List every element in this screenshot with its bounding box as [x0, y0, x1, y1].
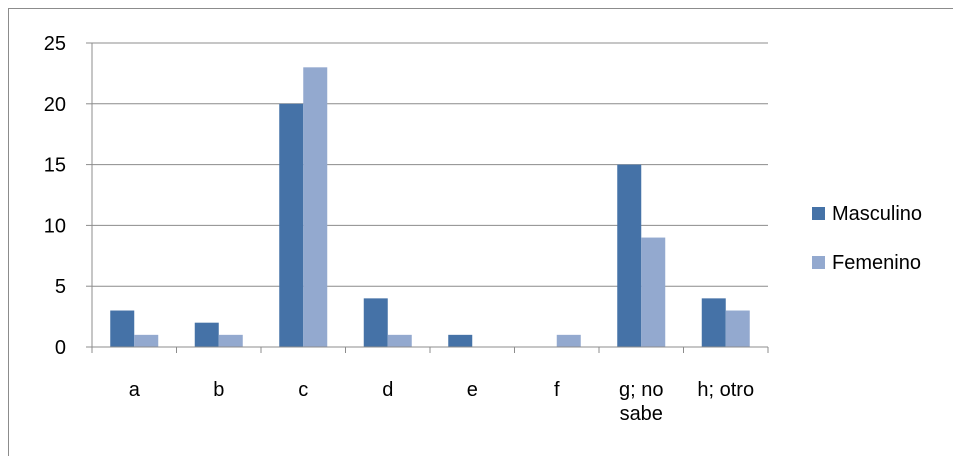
legend: Masculino Femenino: [812, 203, 922, 274]
x-tick-label: c: [298, 379, 308, 401]
x-tick-label-line: c: [298, 379, 308, 401]
x-tick-label: e: [467, 379, 478, 401]
y-tick-label: 10: [44, 215, 66, 237]
legend-label-femenino: Femenino: [832, 252, 921, 274]
bar-femenino-a: [134, 334, 159, 347]
x-tick-label: f: [554, 379, 560, 401]
bar-masculino-c: [279, 103, 304, 347]
y-tick-labels: 0 5 10 15 20 25: [44, 33, 66, 359]
x-tick-label: a: [129, 379, 141, 401]
x-tick-label-line: d: [382, 379, 393, 401]
bar-femenino-g-no-sabe: [641, 237, 666, 347]
legend-swatch-femenino: [812, 256, 825, 269]
bar-masculino-a: [110, 310, 135, 347]
bar-masculino-d: [363, 298, 388, 347]
x-tick-label-line: sabe: [620, 403, 663, 425]
x-tick-label-line: g; no: [619, 379, 663, 401]
bar-femenino-f: [556, 334, 581, 347]
bars: [110, 67, 750, 347]
x-tick-label-line: e: [467, 379, 478, 401]
x-tick-label-line: b: [213, 379, 224, 401]
legend-swatch-masculino: [812, 207, 825, 220]
x-tick-label: b: [213, 379, 224, 401]
y-tick-label: 0: [55, 337, 66, 359]
y-tick-label: 5: [55, 276, 66, 298]
y-tick-label: 15: [44, 155, 66, 177]
bar-masculino-h-otro: [701, 298, 726, 347]
bar-femenino-b: [218, 334, 243, 347]
gridlines: [86, 42, 768, 348]
bar-masculino-e: [448, 334, 473, 347]
axes: [91, 43, 769, 353]
bar-femenino-d: [387, 334, 412, 347]
bar-femenino-c: [303, 67, 328, 347]
x-tick-label: d: [382, 379, 393, 401]
chart-frame: [8, 8, 953, 456]
x-tick-label: g; no sabe: [619, 379, 663, 425]
y-tick-label: 20: [44, 94, 66, 116]
y-tick-label: 25: [44, 33, 66, 55]
legend-label-masculino: Masculino: [832, 203, 922, 225]
x-tick-label: h; otro: [697, 379, 754, 401]
bar-femenino-h-otro: [725, 310, 750, 347]
x-tick-label-line: f: [554, 379, 560, 401]
x-tick-labels: a b c d e f g; no sabe h; otro: [129, 379, 754, 425]
x-tick-label-line: h; otro: [697, 379, 754, 401]
bar-masculino-b: [194, 322, 219, 347]
x-tick-label-line: a: [129, 379, 141, 401]
bar-masculino-g-no-sabe: [617, 164, 642, 347]
